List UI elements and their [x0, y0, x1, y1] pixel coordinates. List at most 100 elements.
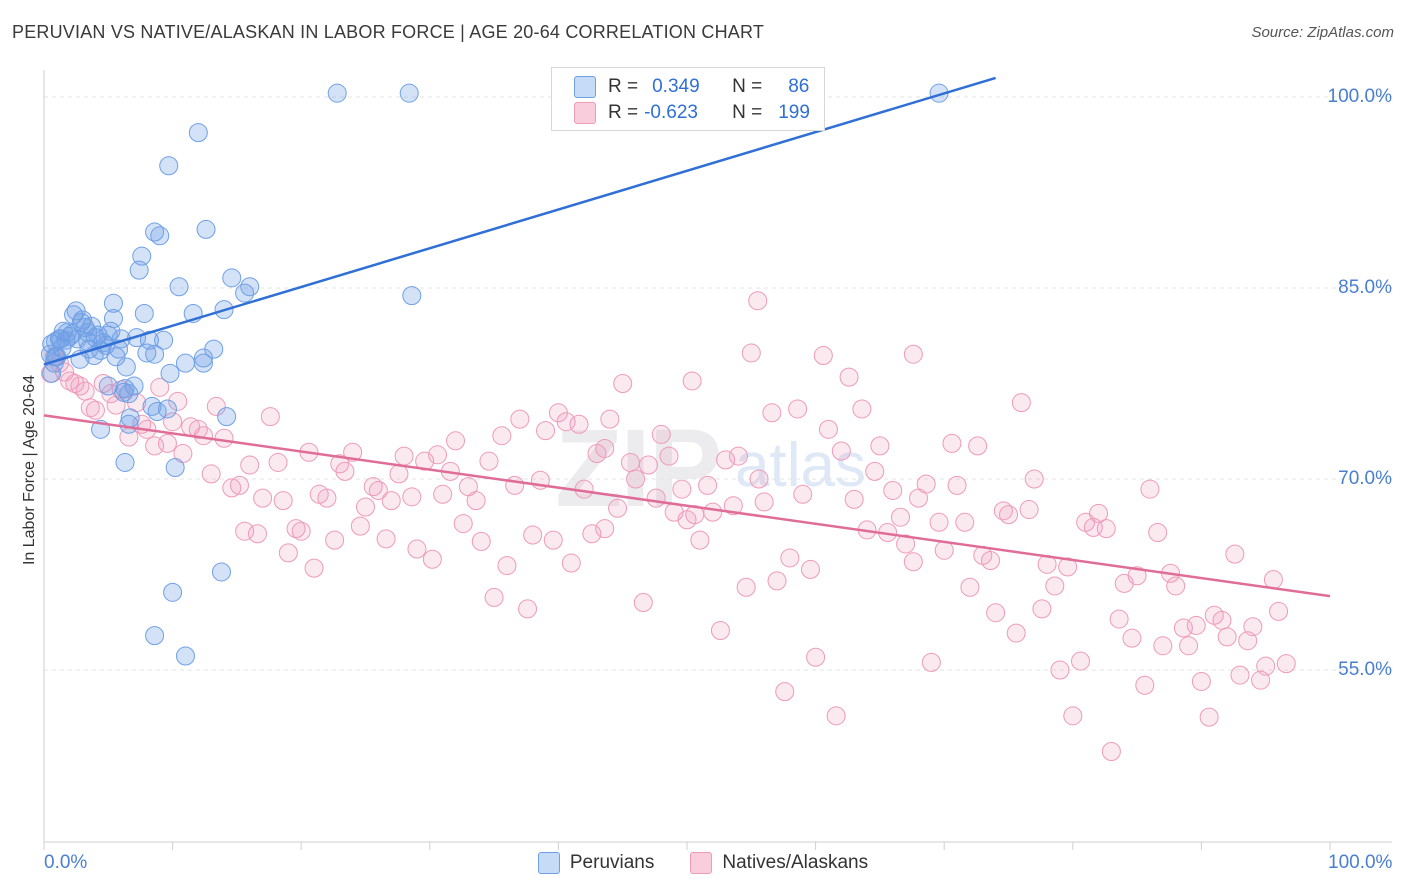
native-point-30 — [222, 478, 242, 498]
native-point-103 — [690, 530, 710, 550]
native-point-9 — [85, 400, 105, 420]
peruvian-point-29 — [101, 321, 121, 341]
native-point-128 — [852, 399, 872, 419]
native-point-156 — [1032, 599, 1052, 619]
native-point-41 — [291, 521, 311, 541]
native-point-165 — [1089, 503, 1109, 523]
native-point-119 — [793, 484, 813, 504]
native-point-174 — [1148, 522, 1168, 542]
peruvian-point-63 — [193, 353, 213, 373]
native-point-177 — [1166, 576, 1186, 596]
native-point-40 — [286, 519, 306, 539]
native-point-107 — [716, 450, 736, 470]
peruvian-point-51 — [150, 226, 170, 246]
native-point-27 — [201, 464, 221, 484]
peruvian-point-85 — [175, 646, 195, 666]
native-point-84 — [569, 414, 589, 434]
native-point-127 — [844, 489, 864, 509]
legend-peruvians-label: Peruvians — [569, 852, 655, 873]
peruvian-point-42 — [129, 260, 149, 280]
peruvian-point-74 — [402, 286, 422, 306]
native-point-153 — [1011, 393, 1031, 413]
native-point-89 — [600, 409, 620, 429]
native-point-112 — [749, 469, 769, 489]
peruvian-point-57 — [165, 458, 185, 478]
native-point-182 — [1199, 707, 1219, 727]
native-point-130 — [865, 461, 885, 481]
native-point-192 — [1263, 570, 1283, 590]
native-point-198 — [595, 438, 615, 458]
natives-swatch — [574, 102, 596, 124]
peruvians-n-value: 86 — [788, 76, 810, 97]
native-point-175 — [1153, 636, 1173, 656]
native-point-115 — [767, 571, 787, 591]
native-point-59 — [407, 539, 427, 559]
native-point-180 — [1186, 615, 1206, 635]
native-point-144 — [955, 512, 975, 532]
native-point-187 — [1230, 665, 1250, 685]
peruvian-point-80 — [71, 312, 91, 332]
native-point-159 — [1050, 660, 1070, 680]
native-point-194 — [1276, 654, 1296, 674]
native-point-179 — [1179, 636, 1199, 656]
peruvian-point-46 — [139, 330, 159, 350]
y-tick-label-100: 100.0% — [1327, 86, 1392, 107]
native-point-139 — [921, 652, 941, 672]
native-point-148 — [980, 550, 1000, 570]
native-point-51 — [356, 497, 375, 517]
native-point-151 — [999, 505, 1018, 525]
native-point-196 — [903, 344, 923, 364]
native-point-37 — [268, 452, 288, 472]
native-point-124 — [826, 706, 846, 726]
native-point-166 — [1096, 519, 1116, 539]
native-point-190 — [1251, 670, 1271, 690]
native-point-181 — [1191, 671, 1211, 691]
peruvian-point-45 — [137, 343, 157, 363]
legend-item-natives: Natives/Alaskans — [690, 852, 868, 874]
peruvian-point-44 — [134, 303, 154, 323]
native-point-72 — [492, 426, 512, 446]
native-point-31 — [229, 475, 249, 495]
legend-natives-swatch — [690, 852, 713, 874]
native-point-123 — [818, 419, 838, 439]
native-point-122 — [813, 345, 833, 365]
x-tick-label-max: 100.0% — [1328, 852, 1393, 873]
native-point-7 — [75, 381, 95, 401]
natives-r-label: R = — [608, 102, 639, 123]
native-point-100 — [672, 479, 692, 499]
native-point-63 — [433, 484, 453, 504]
native-point-61 — [422, 549, 442, 569]
chart-title: PERUVIAN VS NATIVE/ALASKAN IN LABOR FORC… — [12, 22, 765, 42]
native-point-162 — [1071, 651, 1091, 671]
y-tick-label-55: 55.0% — [1338, 659, 1392, 680]
native-point-158 — [1045, 576, 1065, 596]
peruvians-swatch — [574, 76, 596, 98]
native-point-65 — [446, 431, 466, 451]
natives-n-label: N = — [732, 102, 763, 123]
native-point-70 — [479, 451, 499, 471]
native-point-29 — [214, 428, 234, 448]
peruvian-point-68 — [217, 407, 237, 427]
native-point-25 — [188, 419, 208, 439]
native-point-43 — [304, 558, 324, 578]
native-point-189 — [1243, 617, 1263, 637]
native-point-56 — [389, 464, 409, 484]
native-point-49 — [343, 442, 363, 462]
peruvian-point-52 — [154, 330, 174, 350]
native-point-191 — [1256, 656, 1276, 676]
native-point-173 — [1140, 479, 1160, 499]
x-tick-label-min: 0.0% — [44, 852, 88, 873]
peruvian-point-78 — [98, 376, 118, 396]
peruvians-r-value: 0.349 — [652, 76, 700, 97]
native-point-21 — [163, 412, 183, 432]
stats-legend: R = 0.349 N = 86 R = -0.623 N = 199 — [551, 67, 825, 131]
peruvian-point-43 — [132, 246, 152, 266]
peruvian-point-64 — [196, 219, 216, 239]
native-point-121 — [806, 647, 826, 667]
native-point-77 — [523, 525, 543, 545]
native-point-184 — [1212, 610, 1232, 630]
native-point-110 — [736, 577, 756, 597]
native-point-45 — [317, 488, 337, 508]
native-point-75 — [510, 409, 530, 429]
native-point-93 — [626, 469, 646, 489]
